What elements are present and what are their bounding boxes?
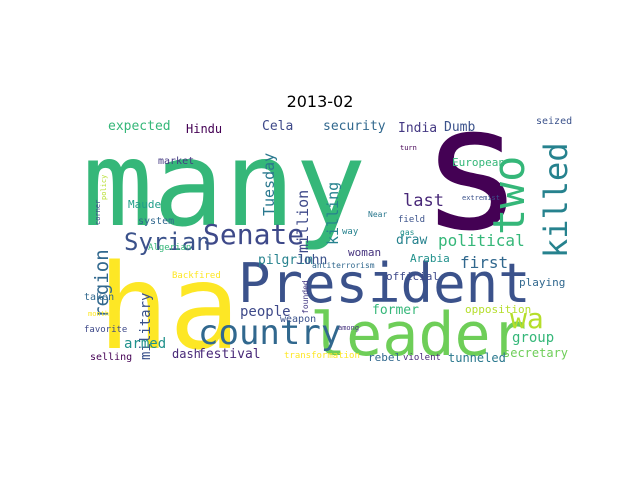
word-official: official xyxy=(386,270,439,283)
word-system: system xyxy=(138,216,174,227)
cloud-background xyxy=(80,116,573,363)
word-two: two xyxy=(484,156,535,235)
word-algerian: Algerian xyxy=(148,243,191,253)
word-near: Near xyxy=(368,210,387,219)
word-people: people xyxy=(240,304,291,320)
word-country: country xyxy=(198,313,341,353)
word-market: market xyxy=(158,156,194,167)
word-tuesday: Tuesday xyxy=(260,153,278,216)
word-killed: killed xyxy=(537,142,575,258)
word-turn: turn xyxy=(400,144,417,152)
word-tunneled: tunneled xyxy=(448,351,506,365)
word-maude: Maude xyxy=(128,198,161,211)
word-s: s xyxy=(420,68,524,269)
word-weapon: weapon xyxy=(280,314,316,325)
word-senate: Senate xyxy=(203,218,304,251)
word-secretary: secretary xyxy=(503,346,568,360)
word-month: month xyxy=(88,310,109,318)
word-last: last xyxy=(403,191,444,211)
word-seized: seized xyxy=(536,116,572,127)
word-john: John xyxy=(296,253,327,268)
word-opposition: opposition xyxy=(465,303,531,316)
word-founded: founded xyxy=(301,280,310,314)
word-transformation: transformation xyxy=(284,351,360,361)
word-group: group xyxy=(512,330,554,346)
word-wa: wa xyxy=(510,302,544,335)
word-ha: ha xyxy=(98,238,240,376)
word-taken: taken xyxy=(84,292,114,303)
word-playing: playing xyxy=(519,276,565,289)
word-among: among xyxy=(338,324,359,332)
word-security: security xyxy=(323,119,386,134)
word-former: former xyxy=(372,303,419,318)
word-field: field xyxy=(398,215,425,225)
word-military: military xyxy=(138,293,154,360)
word-syrian: Syrian xyxy=(124,228,211,256)
word-many: many xyxy=(82,115,366,253)
word-woman: woman xyxy=(348,246,381,259)
word-gas: gas xyxy=(400,228,415,237)
word-hindu: Hindu xyxy=(186,122,222,136)
word-extremist: extremist xyxy=(462,194,500,202)
word-president: President xyxy=(238,252,531,315)
chart-title: 2013-02 xyxy=(286,92,354,111)
word-killing: killing xyxy=(324,182,342,245)
word-cela: Cela xyxy=(262,119,293,134)
word-leader: leader xyxy=(310,300,527,370)
word-region: region xyxy=(91,249,113,318)
word-expected: expected xyxy=(108,119,171,134)
word-pilgrim: pilgrim xyxy=(258,253,313,268)
word-political: political xyxy=(438,231,525,250)
word-selling: selling xyxy=(90,352,132,363)
word-dash: dash xyxy=(172,347,201,361)
word-india: India xyxy=(398,121,437,136)
word-armed: armed xyxy=(124,336,166,352)
word-first: first xyxy=(460,253,508,272)
word-violent: violent xyxy=(403,353,441,363)
word-draw: draw xyxy=(396,233,427,248)
word-dumb: Dumb xyxy=(444,120,475,135)
word-backfired: Backfired xyxy=(172,271,221,281)
word-policy: policy xyxy=(100,175,108,200)
word-corner: corner xyxy=(94,200,102,225)
word-way: way xyxy=(342,227,359,237)
word-european: European xyxy=(452,156,505,169)
word-antiterrorism: antiterrorism xyxy=(312,261,375,270)
word-favorite: favorite xyxy=(84,325,127,335)
word-million: million xyxy=(294,190,312,253)
word-rebel: rebel xyxy=(368,351,401,364)
word-arabia: Arabia xyxy=(410,252,450,265)
word-festival: festival xyxy=(198,347,261,362)
